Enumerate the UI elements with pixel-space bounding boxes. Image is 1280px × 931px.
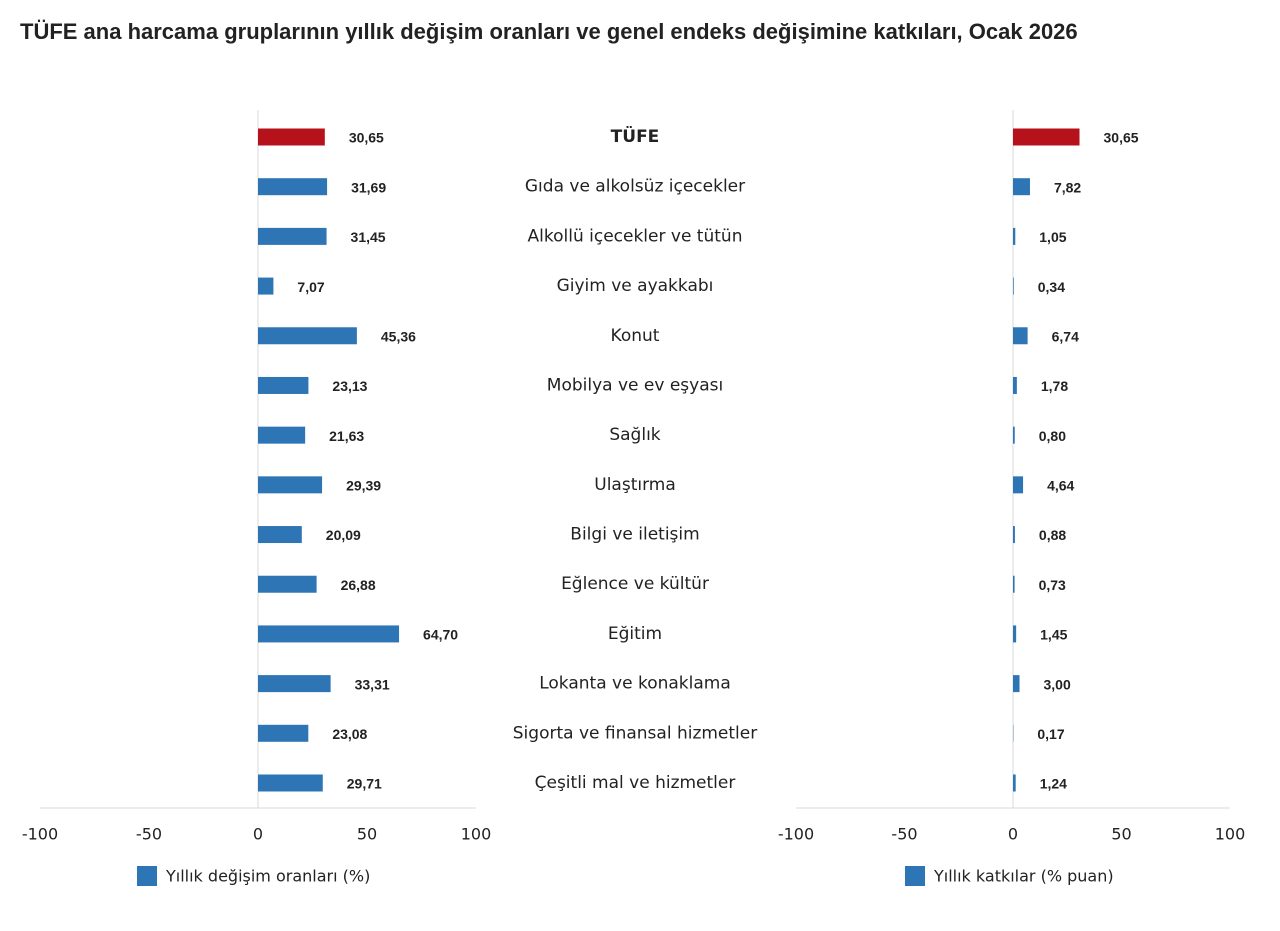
value-label: 1,24 — [1040, 776, 1067, 792]
value-label: 1,45 — [1040, 627, 1067, 643]
value-label: 23,13 — [332, 378, 367, 394]
category-label: Ulaştırma — [594, 475, 676, 495]
value-label: 30,65 — [1104, 130, 1139, 146]
category-label: Gıda ve alkolsüz içecekler — [525, 177, 745, 197]
category-label: Eğlence ve kültür — [561, 574, 709, 594]
bar — [258, 625, 400, 643]
bar — [1013, 625, 1017, 643]
bar — [1013, 774, 1016, 792]
category-label: Sağlık — [609, 425, 660, 445]
bar — [1013, 277, 1014, 295]
value-label: 0,73 — [1039, 577, 1066, 593]
bar — [1013, 426, 1015, 444]
value-label: 0,88 — [1039, 527, 1066, 543]
bar — [258, 128, 325, 146]
category-label: Sigorta ve finansal hizmetler — [513, 723, 757, 743]
value-label: 31,45 — [351, 229, 386, 245]
legend-label: Yıllık katkılar (% puan) — [933, 867, 1114, 886]
value-label: 20,09 — [326, 527, 361, 543]
value-label: 0,34 — [1038, 279, 1065, 295]
legend-label: Yıllık değişim oranları (%) — [165, 867, 370, 886]
bar — [258, 476, 323, 494]
value-label: 0,17 — [1037, 726, 1064, 742]
bar — [258, 327, 357, 345]
value-label: 4,64 — [1047, 478, 1074, 494]
legend-swatch — [137, 866, 157, 886]
bar — [1013, 178, 1030, 196]
bar — [258, 376, 309, 394]
category-label: Bilgi ve iletişim — [570, 525, 699, 545]
value-label: 29,39 — [346, 478, 381, 494]
value-label: 30,65 — [349, 130, 384, 146]
value-label: 33,31 — [355, 676, 390, 692]
category-label: Eğitim — [608, 624, 662, 644]
bar — [258, 724, 309, 742]
value-label: 0,80 — [1039, 428, 1066, 444]
value-label: 3,00 — [1044, 676, 1071, 692]
category-label: Konut — [611, 326, 660, 346]
value-label: 26,88 — [341, 577, 376, 593]
category-label: Çeşitli mal ve hizmetler — [535, 773, 736, 793]
bar — [1013, 476, 1024, 494]
value-label: 64,70 — [423, 627, 458, 643]
bar — [1013, 327, 1028, 345]
bar — [258, 526, 302, 544]
bar — [258, 774, 323, 792]
x-tick-label: 100 — [1215, 825, 1246, 844]
value-label: 29,71 — [347, 776, 382, 792]
bar — [258, 575, 317, 593]
category-label: Giyim ve ayakkabı — [557, 276, 714, 296]
x-tick-label: -50 — [891, 825, 917, 844]
bar — [1013, 128, 1080, 146]
bar — [1013, 376, 1017, 394]
value-label: 7,07 — [297, 279, 324, 295]
bar — [258, 426, 306, 444]
value-label: 6,74 — [1052, 328, 1079, 344]
category-label: TÜFE — [611, 125, 660, 147]
category-label: Lokanta ve konaklama — [539, 674, 731, 694]
x-tick-label: -50 — [136, 825, 162, 844]
chart-title: TÜFE ana harcama gruplarının yıllık deği… — [20, 19, 1078, 44]
category-label: Mobilya ve ev eşyası — [547, 375, 723, 395]
value-label: 31,69 — [351, 179, 386, 195]
x-tick-label: 50 — [1111, 825, 1131, 844]
bar — [258, 277, 274, 295]
value-label: 45,36 — [381, 328, 416, 344]
x-tick-label: 50 — [357, 825, 377, 844]
x-tick-label: 0 — [253, 825, 263, 844]
category-label: Alkollü içecekler ve tütün — [528, 226, 743, 246]
value-label: 23,08 — [332, 726, 367, 742]
bar — [1013, 575, 1015, 593]
x-tick-label: 100 — [461, 825, 492, 844]
legend-swatch — [905, 866, 925, 886]
x-tick-label: 0 — [1008, 825, 1018, 844]
value-label: 21,63 — [329, 428, 364, 444]
bar — [1013, 675, 1020, 693]
x-tick-label: -100 — [778, 825, 814, 844]
bar — [258, 675, 331, 693]
value-label: 1,78 — [1041, 378, 1068, 394]
bar — [1013, 526, 1015, 544]
bar — [1013, 227, 1016, 245]
value-label: 1,05 — [1039, 229, 1066, 245]
value-label: 7,82 — [1054, 179, 1081, 195]
x-tick-label: -100 — [22, 825, 58, 844]
bar — [258, 178, 328, 196]
bar — [258, 227, 327, 245]
